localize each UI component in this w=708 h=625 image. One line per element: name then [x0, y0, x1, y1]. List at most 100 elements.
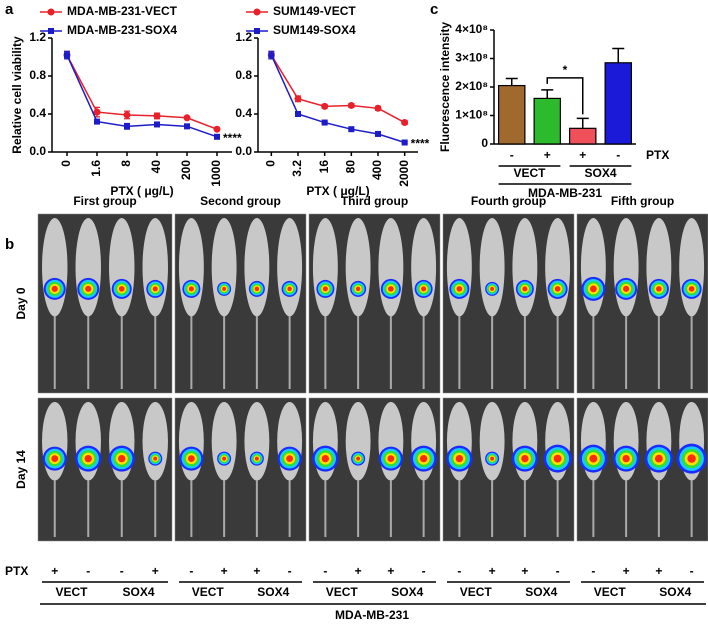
- x-tick-label: 2000: [397, 160, 411, 187]
- signal: [522, 286, 528, 292]
- point: [214, 133, 220, 140]
- cell-line-label: VECT: [594, 585, 627, 599]
- signal: [553, 454, 562, 463]
- group-label: SOX4: [584, 166, 616, 180]
- signal: [590, 285, 597, 293]
- group-title: Fifth group: [611, 194, 674, 208]
- point: [213, 125, 221, 133]
- x-axis-label: PTX ( μg/L): [110, 184, 173, 198]
- point: [183, 114, 191, 122]
- signal: [322, 286, 328, 292]
- x-tick-label: 400: [370, 160, 384, 180]
- mouse-body: [312, 218, 338, 317]
- point: [348, 126, 355, 133]
- y-tick-label: 0.4: [29, 106, 46, 120]
- x-tick-label: 1.6: [89, 160, 103, 177]
- mouse-body: [479, 218, 505, 317]
- ptx-sign: +: [152, 564, 159, 578]
- legend-label: SUM149-VECT: [273, 4, 356, 18]
- mouse-body: [42, 218, 68, 317]
- mouse-body: [512, 218, 538, 317]
- point: [401, 139, 408, 146]
- mouse-body: [613, 218, 639, 317]
- y-tick-label: 0: [481, 136, 488, 150]
- significance: *: [563, 63, 568, 77]
- y-tick-label: 0.0: [29, 144, 46, 158]
- signal: [188, 455, 195, 462]
- ptx-sign: +: [221, 564, 228, 578]
- cell-line-label: VECT: [192, 585, 225, 599]
- signal: [254, 456, 259, 461]
- cell-line-label: SOX4: [659, 585, 691, 599]
- signal: [589, 454, 598, 463]
- error-bar: [541, 89, 554, 99]
- signal: [188, 286, 194, 292]
- mouse-body: [211, 402, 237, 481]
- group-title: Third group: [341, 194, 408, 208]
- ptx-sign: +: [489, 564, 496, 578]
- signal: [622, 454, 630, 463]
- point: [124, 123, 130, 130]
- group-title: First group: [73, 194, 136, 208]
- mouse-body: [580, 218, 606, 317]
- y-tick-label: 0.8: [235, 68, 252, 82]
- point: [268, 52, 275, 59]
- cell-line-label: SOX4: [122, 585, 154, 599]
- group-title: Fourth group: [471, 194, 546, 208]
- legend-marker: [254, 28, 260, 34]
- point: [375, 130, 381, 137]
- row-label: Day 0: [14, 287, 28, 319]
- ptx-sign: -: [189, 564, 193, 578]
- point: [321, 102, 329, 110]
- signal: [355, 286, 361, 292]
- signal: [356, 456, 361, 461]
- cell-line-label: SOX4: [257, 585, 289, 599]
- y-tick-label: 2×10⁸: [455, 79, 488, 93]
- annotation: ****: [223, 131, 242, 145]
- ptx-sign: +: [387, 564, 394, 578]
- point: [295, 111, 301, 117]
- series-line: [66, 54, 218, 130]
- mouse-body: [277, 218, 303, 317]
- point: [123, 111, 131, 119]
- series-line: [270, 54, 406, 124]
- signal: [85, 285, 92, 292]
- signal: [521, 454, 529, 463]
- cell-line-label: SOX4: [525, 585, 557, 599]
- y-tick-label: 0.0: [235, 144, 252, 158]
- signal: [287, 286, 292, 292]
- ptx-sign: -: [422, 564, 426, 578]
- signal: [51, 455, 59, 462]
- ptx-sign: +: [521, 564, 528, 578]
- y-axis-label: Fluorescence intensity: [438, 22, 452, 152]
- signal: [623, 285, 630, 292]
- signal: [84, 454, 92, 463]
- signal: [321, 454, 330, 463]
- y-tick-label: 1.2: [29, 30, 46, 44]
- mouse-body: [75, 218, 101, 317]
- mouse-body: [646, 218, 672, 317]
- signal: [286, 455, 293, 462]
- point: [374, 104, 382, 112]
- mouse-body: [545, 218, 571, 317]
- y-tick-label: 0.4: [235, 106, 252, 120]
- point: [184, 123, 190, 130]
- point: [153, 112, 161, 120]
- x-tick-label: 200: [179, 160, 193, 180]
- ptx-sign: -: [120, 564, 124, 578]
- point: [94, 118, 100, 125]
- ptx-sign: +: [623, 564, 630, 578]
- legend-label: MDA-MB-231-VECT: [67, 4, 178, 18]
- cell-line-title: MDA-MB-231: [335, 608, 409, 622]
- ptx-sign: -: [556, 564, 560, 578]
- group-label: MDA-MB-231: [528, 186, 602, 200]
- mouse-body: [411, 218, 437, 317]
- signal: [387, 455, 395, 462]
- panel-label: a: [5, 1, 14, 18]
- cell-line-label: VECT: [55, 585, 88, 599]
- mouse-body: [178, 218, 204, 317]
- cell-line-label: VECT: [460, 585, 493, 599]
- signal: [388, 286, 394, 292]
- y-axis-label: Relative cell viability: [10, 36, 24, 154]
